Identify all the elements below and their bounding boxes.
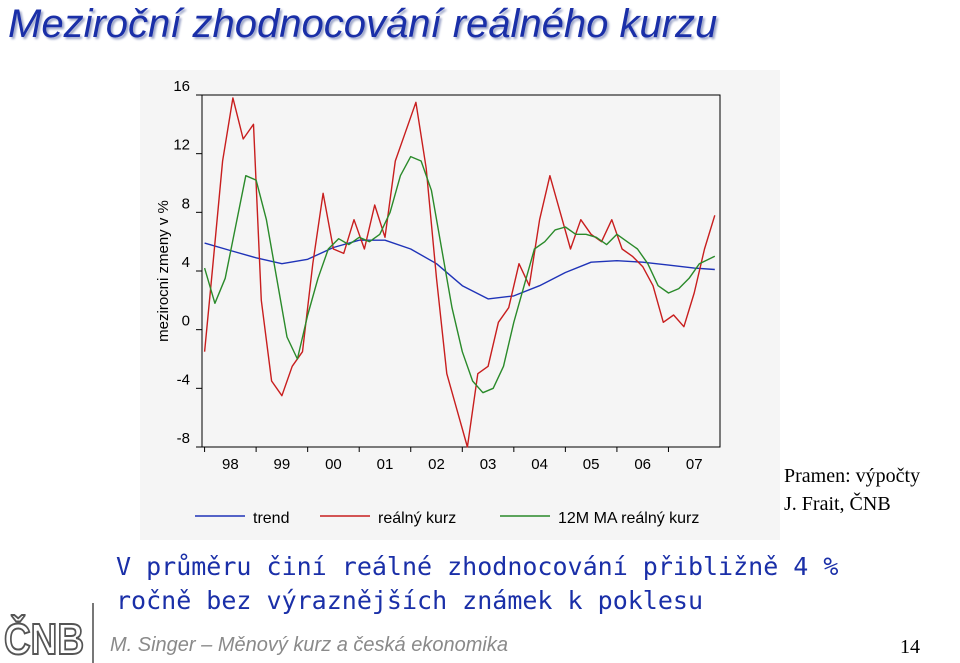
x-tick-label: 02	[428, 456, 445, 473]
cnb-logo: ČNB	[4, 612, 85, 660]
source-line-1: Pramen: výpočty	[784, 465, 921, 487]
x-tick-label: 01	[377, 456, 394, 473]
x-tick-label: 99	[274, 456, 291, 473]
x-tick-label: 06	[634, 456, 651, 473]
plot-frame	[201, 94, 721, 448]
y-tick-label: 16	[173, 78, 190, 95]
y-tick-label: 4	[182, 254, 190, 271]
legend-label-1: trend	[253, 510, 289, 527]
y-tick-label: -8	[177, 430, 190, 447]
footer-text: M. Singer – Měnový kurz a česká ekonomik…	[110, 634, 508, 656]
y-tick-label: -4	[177, 371, 190, 388]
source-note: Pramen: výpočty J. Frait, ČNB	[784, 462, 920, 518]
footer-divider	[92, 603, 94, 663]
summary-line-2: ročně bez výraznějších známek k poklesu	[116, 586, 703, 615]
x-tick-label: 07	[686, 456, 703, 473]
series-line-2	[203, 97, 716, 448]
y-tick-label: 8	[182, 195, 190, 212]
summary-line-1: V průměru činí reálné zhodnocování přibl…	[116, 552, 839, 581]
legend-label-3: 12M MA reálný kurz	[558, 510, 699, 527]
x-tick-label: 03	[480, 456, 497, 473]
source-line-2: J. Frait, ČNB	[784, 493, 891, 515]
chart-panel: 16 12 8 4 0 -4 -8 98 99 00 01 02 03 04 05 06 07 meziroc…	[140, 70, 780, 540]
x-tick-label: 00	[325, 456, 342, 473]
series-line-3	[203, 155, 716, 394]
slide-title: Meziroční zhodnocování reálného kurzu	[8, 2, 718, 46]
summary-text: V průměru činí reálné zhodnocování přibl…	[116, 550, 838, 618]
x-tick-label: 98	[222, 456, 239, 473]
x-tick-label: 05	[583, 456, 600, 473]
logo-text: ČNB	[4, 613, 84, 660]
y-axis-label: mezirocni zmeny v %	[155, 200, 172, 342]
y-tick-label: 12	[173, 137, 190, 154]
legend-label-2: reálný kurz	[378, 510, 456, 527]
x-tick-label: 04	[531, 456, 548, 473]
line-chart: 16 12 8 4 0 -4 -8 98 99 00 01 02 03 04 05 06 07 meziroc…	[155, 78, 721, 527]
y-tick-label: 0	[182, 313, 190, 330]
series-line-1	[204, 239, 715, 300]
page-number: 14	[900, 636, 920, 658]
